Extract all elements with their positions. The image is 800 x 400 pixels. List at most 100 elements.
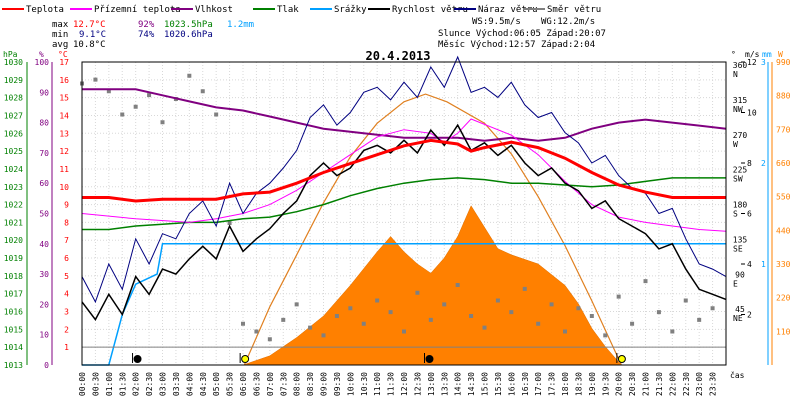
legend-label: Přízemní teplota	[94, 5, 181, 15]
direction-tick-name: S	[733, 210, 738, 219]
hpa-axis-tick-label: 1017	[4, 290, 23, 299]
hpa-axis-label: hPa	[3, 50, 18, 59]
stat-sun: Slunce Východ:06:05 Západ:20:07	[438, 29, 606, 39]
x-tick-label: 11:00	[373, 372, 382, 396]
stat-moon: Měsíc Východ:12:57 Západ:2:04	[438, 40, 595, 50]
sunrise-marker	[241, 355, 250, 363]
temperature-axis-tick-label: 3	[64, 308, 69, 317]
x-tick-label: 03:30	[172, 372, 181, 396]
wind-direction-point	[415, 290, 420, 295]
direction-tick-name: W	[733, 140, 738, 149]
x-tick-label: 06:30	[252, 372, 261, 396]
wind-direction-point	[147, 93, 152, 98]
hpa-axis-tick-label: 1014	[4, 343, 23, 352]
wind-speed-tick-label: 12	[747, 58, 757, 67]
temperature-axis-tick-label: 10	[59, 183, 69, 192]
stat-min-temp: 9.1°C	[79, 30, 106, 40]
x-tick-label: 22:00	[668, 372, 677, 396]
x-tick-label: 11:30	[387, 372, 396, 396]
x-tick-label: 01:30	[118, 372, 127, 396]
wind-direction-point	[549, 302, 554, 307]
x-tick-label: 23:30	[709, 372, 718, 396]
humidity-axis-tick-label: 40	[39, 240, 49, 249]
precipitation-line	[82, 243, 726, 366]
solar-max-line	[243, 93, 622, 366]
hpa-axis-tick-label: 1013	[4, 361, 23, 370]
direction-tick-name: N	[733, 70, 738, 79]
direction-tick-label: 360	[733, 61, 748, 70]
wind-direction-point	[348, 306, 353, 311]
legend-label: Teplota	[26, 5, 64, 15]
temperature-axis-tick-label: 12	[59, 147, 69, 156]
direction-tick-name: NE	[733, 314, 743, 323]
temperature-axis-tick-label: 13	[59, 129, 69, 138]
wind-speed-tick-label: 8	[747, 159, 752, 168]
wind-direction-point	[375, 298, 380, 303]
x-tick-label: 19:30	[601, 372, 610, 396]
x-tick-label: 16:00	[507, 372, 516, 396]
hpa-axis-tick-label: 1015	[4, 325, 23, 334]
x-tick-label: 02:30	[145, 372, 154, 396]
precip-tick-label: 2	[761, 159, 766, 168]
direction-tick-label: 135	[733, 235, 748, 244]
hpa-axis-tick-label: 1020	[4, 236, 23, 245]
wind-direction-point	[710, 306, 715, 311]
temperature-axis-tick-label: 8	[64, 218, 69, 227]
direction-tick-name: E	[733, 279, 738, 288]
wind-direction-point	[683, 298, 688, 303]
direction-tick-label: 45	[735, 305, 745, 314]
wind-direction-point	[361, 321, 366, 326]
wind-direction-point	[589, 314, 594, 318]
x-tick-label: 00:00	[78, 372, 87, 396]
wind-direction-point	[106, 89, 111, 94]
x-tick-label: 16:30	[521, 372, 530, 396]
wind-direction-point	[563, 329, 567, 334]
x-tick-label: 07:00	[266, 372, 275, 396]
stat-avg-label: avg	[52, 40, 68, 50]
wind-direction-point	[241, 321, 245, 326]
wind-direction-point	[522, 286, 527, 291]
wind-direction-point	[133, 104, 138, 109]
x-tick-label: 06:00	[239, 372, 248, 396]
solar-tick-label: 880	[776, 92, 791, 101]
hpa-axis-tick-label: 1030	[4, 58, 23, 67]
hpa-axis-tick-label: 1019	[4, 254, 23, 263]
x-tick-label: 05:00	[212, 372, 221, 396]
wind-direction-point	[402, 329, 406, 334]
temperature-axis-tick-label: 9	[64, 201, 69, 210]
wind-direction-point	[656, 310, 661, 315]
wind-direction-point	[388, 310, 393, 315]
direction-tick-label: 180	[733, 201, 748, 210]
humidity-axis-tick-label: 50	[39, 210, 49, 219]
solar-tick-label: 110	[776, 327, 791, 336]
humidity-axis-tick-label: 0	[44, 361, 49, 370]
hpa-axis-tick-label: 1018	[4, 272, 23, 281]
wind-direction-point	[643, 279, 648, 284]
x-tick-label: 03:00	[159, 372, 168, 396]
hpa-axis-tick-label: 1025	[4, 147, 23, 156]
x-tick-label: 12:30	[413, 372, 422, 396]
wind-direction-point	[455, 283, 460, 287]
stat-min-label: min	[52, 30, 68, 40]
stat-max-temp: 12.7°C	[73, 20, 106, 30]
x-tick-label: 18:30	[574, 372, 583, 396]
wind-direction-point	[294, 302, 299, 307]
humidity-axis-label: %	[39, 50, 44, 59]
wind-gust-line	[81, 55, 727, 304]
legend-label: Rychlost větru	[392, 5, 468, 15]
x-tick-label: 14:00	[454, 372, 463, 396]
x-tick-label: 02:00	[132, 372, 141, 396]
wind-speed-tick-label: 2	[747, 311, 752, 320]
temperature-axis-tick-label: 14	[59, 111, 69, 120]
x-tick-label: 09:00	[320, 372, 329, 396]
x-tick-label: 15:00	[481, 372, 490, 396]
stat-max-hum: 92%	[138, 20, 155, 30]
x-tick-label: 15:30	[494, 372, 503, 396]
direction-tick-name: SW	[733, 175, 743, 184]
legend: Teplota Přízemní teplota Vlhkost Tlak Srážky…	[2, 5, 601, 15]
wind-direction-point	[321, 333, 326, 338]
x-tick-label: 04:30	[199, 372, 208, 396]
wind-direction-point	[482, 325, 487, 330]
hpa-axis-tick-label: 1026	[4, 129, 23, 138]
hpa-axis-tick-label: 1024	[4, 165, 23, 174]
